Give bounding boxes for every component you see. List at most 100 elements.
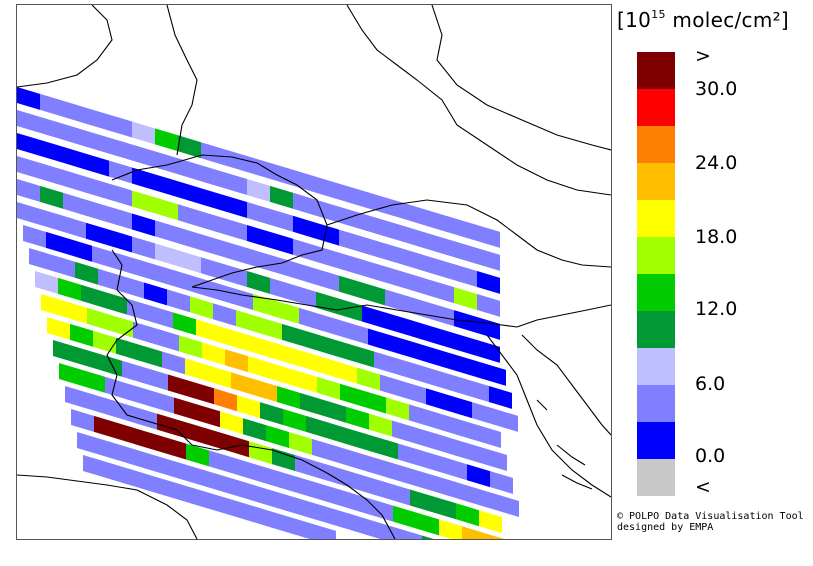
- swath-pixel: [397, 358, 420, 382]
- map-panel[interactable]: [16, 4, 612, 540]
- swath-pixel: [92, 245, 115, 269]
- swath-pixel: [155, 197, 178, 221]
- swath-pixel: [104, 291, 127, 315]
- swath-pixel: [385, 312, 408, 336]
- swath-pixel: [99, 353, 122, 377]
- swath-pixel: [266, 425, 289, 448]
- swath-pixel: [496, 494, 519, 517]
- swath-pixel: [201, 188, 224, 212]
- map-canvas: [17, 5, 611, 539]
- swath-pixel: [450, 480, 473, 504]
- swath-pixel: [253, 294, 276, 317]
- swath-pixel: [41, 294, 64, 317]
- border-czech: [431, 5, 611, 151]
- swath-pixel: [324, 484, 347, 508]
- swath-pixel: [17, 110, 40, 133]
- swath-pixel: [29, 248, 52, 271]
- swath-pixel: [433, 496, 456, 520]
- swath-pixel: [220, 411, 243, 435]
- swath-pixel: [391, 335, 414, 359]
- swath-pixel: [138, 259, 161, 283]
- swath-pixel: [23, 225, 46, 248]
- scale-tick-label: <: [695, 476, 711, 498]
- swath-pixel: [132, 144, 155, 168]
- swath-pixel: [40, 185, 63, 209]
- swath-pixel: [178, 204, 201, 228]
- swath-pixel: [178, 227, 201, 251]
- swath-pixel: [439, 519, 462, 539]
- swath-pixel: [334, 360, 357, 384]
- swath-pixel: [454, 218, 477, 241]
- swath-pixel: [443, 372, 466, 396]
- swath-pixel: [478, 425, 501, 448]
- swath-pixel: [244, 503, 267, 527]
- swath-pixel: [132, 190, 155, 214]
- coast-france-south: [17, 474, 198, 539]
- swath-pixel: [293, 192, 316, 216]
- swath-pixel: [224, 218, 247, 241]
- swath-pixel: [473, 487, 496, 511]
- swath-pixel: [236, 310, 259, 333]
- swath-pixel: [17, 87, 40, 110]
- swath-pixel: [323, 399, 346, 423]
- swath-pixel: [490, 471, 513, 494]
- swath-pixel: [368, 328, 391, 352]
- swath-pixel: [63, 100, 86, 124]
- swath-pixel: [339, 298, 362, 322]
- swath-pixel: [357, 367, 380, 391]
- scale-swatch: [637, 348, 675, 385]
- swath-pixel: [186, 443, 209, 467]
- swath-pixel: [472, 402, 495, 425]
- swath-pixel: [254, 379, 277, 402]
- scale-swatch: [637, 200, 675, 237]
- swath-pixel: [431, 234, 454, 258]
- swath-pixel: [387, 482, 410, 506]
- pixel-swaths: [17, 87, 519, 539]
- swath-pixel: [247, 179, 270, 202]
- swath-pixel: [191, 381, 214, 405]
- swath-pixel: [86, 222, 109, 246]
- swath-pixel: [224, 241, 247, 264]
- swath-pixel: [178, 250, 201, 274]
- swath-pixel: [341, 468, 364, 492]
- swath-pixel: [385, 266, 408, 290]
- swath-pixel: [477, 340, 500, 363]
- swath-pixel: [288, 346, 311, 370]
- scale-tick-label: 6.0: [695, 373, 726, 395]
- swath-pixel: [345, 321, 368, 345]
- swath-pixel: [495, 409, 518, 432]
- swath-pixel: [316, 291, 339, 315]
- swath-pixel: [121, 275, 144, 299]
- swath-pixel: [408, 273, 431, 297]
- swath-pixel: [408, 227, 431, 251]
- scale-swatch: [637, 89, 675, 126]
- swath-pixel: [403, 381, 426, 405]
- swath-pixel: [249, 441, 272, 465]
- swath-pixel: [76, 346, 99, 370]
- swath-pixel: [52, 254, 75, 278]
- swath-pixel: [339, 252, 362, 276]
- swath-pixel: [247, 202, 270, 225]
- swath-pixel: [259, 317, 282, 340]
- swath-pixel: [408, 204, 431, 228]
- swath-pixel: [381, 459, 404, 483]
- swath-pixel: [232, 457, 255, 481]
- swath-pixel: [370, 498, 393, 522]
- swath-pixel: [316, 268, 339, 292]
- swath-pixel: [409, 404, 432, 428]
- coast-croatia-islands: [536, 399, 593, 490]
- swath-pixel: [454, 287, 477, 310]
- swath-pixel: [364, 475, 387, 499]
- swath-pixel: [40, 116, 63, 140]
- swath-pixel: [155, 220, 178, 244]
- swath-pixel: [449, 395, 472, 419]
- swath-pixel: [322, 314, 345, 338]
- swath-pixel: [123, 445, 146, 469]
- swath-pixel: [201, 257, 224, 281]
- swath-pixel: [267, 510, 290, 534]
- swath-pixel: [203, 427, 226, 451]
- border-italy-west: [106, 249, 193, 446]
- swath-pixel: [59, 363, 82, 386]
- swath-pixel: [420, 365, 443, 389]
- swath-pixel: [301, 478, 324, 501]
